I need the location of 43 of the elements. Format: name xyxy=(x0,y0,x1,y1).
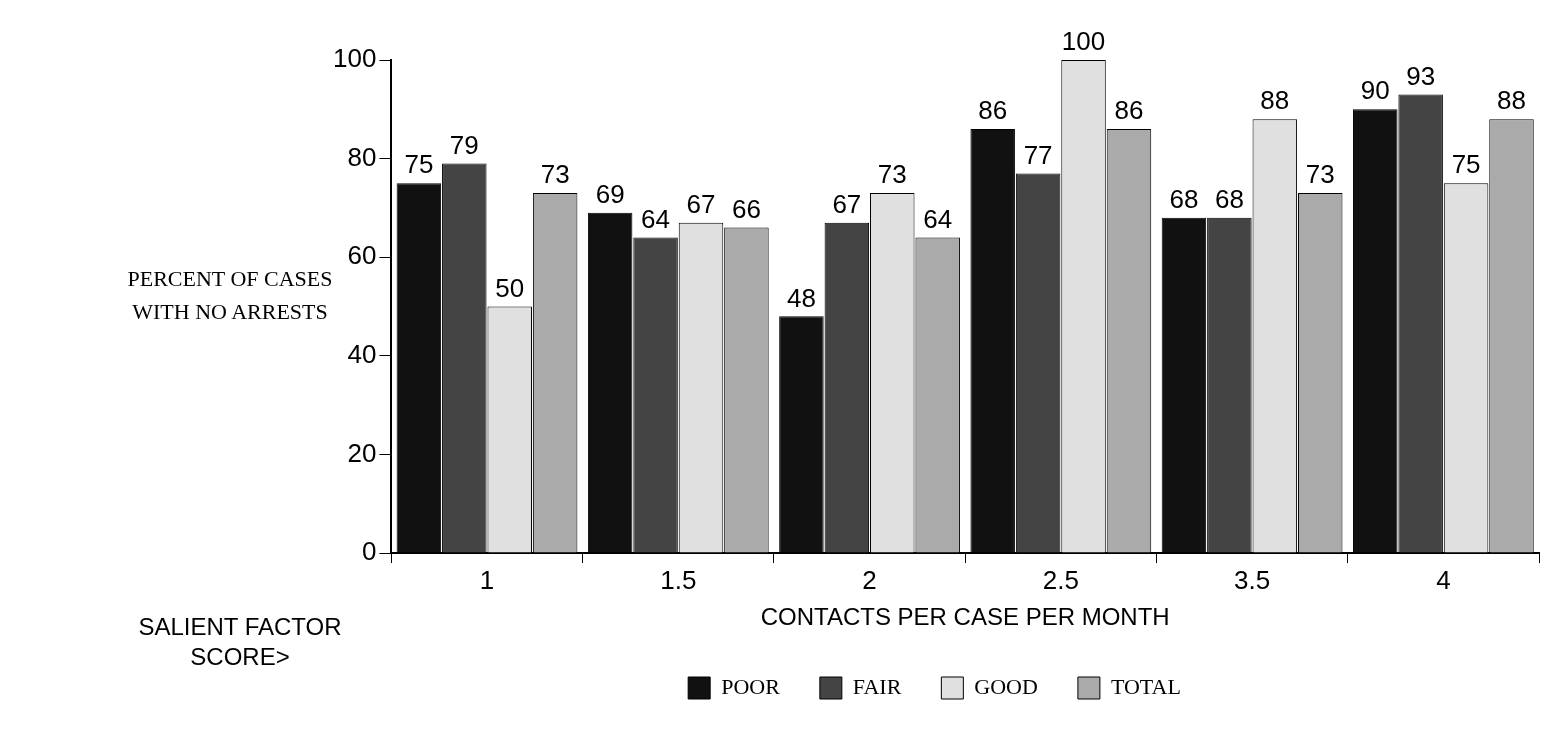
x-tick-label: 3.5 xyxy=(1234,564,1271,595)
x-tick-label: 4 xyxy=(1436,564,1451,595)
data-label: 88 xyxy=(1260,85,1290,116)
data-label: 48 xyxy=(786,282,816,313)
x-axis-title: CONTACTS PER CASE PER MONTH xyxy=(760,603,1170,631)
data-label: 64 xyxy=(641,203,671,234)
data-label: 75 xyxy=(404,149,434,180)
y-tick-label: 60 xyxy=(347,240,377,271)
data-label: 77 xyxy=(1023,139,1053,170)
data-label: 79 xyxy=(449,129,479,160)
y-axis-title: PERCENT OF CASES WITH NO ARRESTS xyxy=(126,265,334,326)
y-tick-label: 100 xyxy=(332,43,377,74)
x-tick-label: 2 xyxy=(862,564,877,595)
data-label: 50 xyxy=(495,272,525,303)
data-label: 88 xyxy=(1497,85,1526,116)
x-tick-label: 2.5 xyxy=(1042,564,1079,595)
data-label: 100 xyxy=(1061,26,1106,57)
data-label: 86 xyxy=(978,95,1008,126)
y-tick-label: 20 xyxy=(347,437,377,468)
legend-label: FAIR xyxy=(852,673,902,699)
y-tick-label: 40 xyxy=(347,338,377,369)
data-label: 90 xyxy=(1360,75,1390,106)
legend-label: GOOD xyxy=(974,673,1038,699)
legend-label: TOTAL xyxy=(1110,673,1181,699)
data-label: 66 xyxy=(731,193,761,224)
data-label: 73 xyxy=(1305,159,1335,190)
y-tick-label: 80 xyxy=(347,141,377,172)
data-label: 64 xyxy=(923,203,953,234)
data-label: 73 xyxy=(540,159,570,190)
x-tick-label: 1 xyxy=(479,564,495,595)
data-label: 68 xyxy=(1169,183,1199,214)
x-tick-label: 1.5 xyxy=(660,564,697,595)
data-label: 68 xyxy=(1214,183,1244,214)
y-tick-label: 0 xyxy=(361,536,377,567)
data-label: 67 xyxy=(832,188,862,219)
legend-title: SALIENT FACTOR SCORE> xyxy=(137,612,343,672)
data-label: 86 xyxy=(1114,95,1144,126)
legend-label: POOR xyxy=(721,673,781,699)
data-label: 73 xyxy=(877,159,907,190)
data-label: 93 xyxy=(1406,60,1436,91)
data-label: 75 xyxy=(1451,149,1481,180)
data-label: 67 xyxy=(686,188,716,219)
data-label: 69 xyxy=(595,179,625,209)
